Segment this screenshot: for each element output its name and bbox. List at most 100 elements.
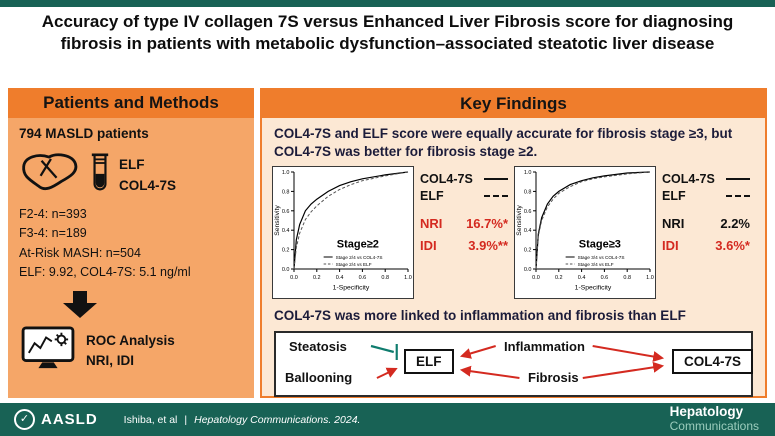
svg-text:0.8: 0.8 [524, 189, 532, 195]
roc-charts-row: 0.0 0.2 0.4 0.6 0.8 1.0 0.0 0.2 0.4 0.6 0.8 1.0 1-Sp… [272, 166, 755, 300]
citation-separator: | [184, 413, 188, 426]
svg-text:Stage 2/4 vs COL4-7S: Stage 2/4 vs COL4-7S [336, 255, 383, 260]
svg-text:0.4: 0.4 [524, 228, 532, 234]
svg-text:Stage 3/4 vs ELF: Stage 3/4 vs ELF [578, 262, 614, 267]
patients-methods-header: Patients and Methods [8, 88, 254, 118]
legend-label-elf: ELF [662, 188, 686, 203]
svg-text:0.6: 0.6 [359, 275, 367, 281]
svg-text:1.0: 1.0 [404, 275, 412, 281]
nri-value: 16.7%* [466, 216, 508, 232]
journal-wordmark: Hepatology Communications [670, 405, 759, 433]
idi-value: 3.6%* [715, 238, 750, 254]
elf-box: ELF [404, 348, 454, 374]
col4-7s-box: COL4-7S [672, 348, 754, 374]
inflammation-elf-arrow [459, 344, 496, 359]
key-findings-panel: Key Findings COL4-7S and ELF score were … [260, 88, 767, 398]
patients-methods-panel: Patients and Methods 794 MASLD patients [8, 88, 254, 398]
key-findings-header: Key Findings [262, 90, 765, 118]
stage2-stats-block: COL4-7S ELF NRI 16.7%* [420, 166, 508, 253]
page-title: Accuracy of type IV collagen 7S versus E… [41, 12, 734, 54]
roc-chart-stage2: 0.0 0.2 0.4 0.6 0.8 1.0 0.0 0.2 0.4 0.6 0.8 1.0 1-Sp… [272, 166, 414, 300]
svg-text:Sensitivity: Sensitivity [516, 205, 523, 236]
steatosis-label: Steatosis [289, 338, 347, 354]
journal-name-line1: Hepatology [669, 404, 744, 420]
svg-text:0.0: 0.0 [290, 275, 298, 281]
inflammation-label: Inflammation [504, 338, 585, 354]
nri-label: NRI [662, 216, 685, 232]
legend-elf: ELF [420, 187, 508, 204]
nri-row: NRI 2.2% [662, 216, 750, 231]
serum-test-labels: ELF COL4-7S [119, 155, 176, 197]
idi-label: IDI [662, 238, 679, 254]
citation-journal: Hepatology Communications. 2024. [194, 413, 361, 426]
svg-text:0.2: 0.2 [313, 275, 321, 281]
cohort-stats: F2-4: n=393 F3-4: n=189 At-Risk MASH: n=… [19, 205, 243, 283]
idi-label: IDI [420, 238, 437, 254]
svg-text:0.8: 0.8 [381, 275, 389, 281]
nri-idi-label: NRI, IDI [86, 353, 135, 368]
finding-accuracy-text: COL4-7S and ELF score were equally accur… [274, 126, 733, 159]
patients-count: 794 MASLD patients [19, 126, 149, 141]
analysis-labels: ROC Analysis NRI, IDI [86, 331, 175, 372]
svg-text:1.0: 1.0 [282, 170, 290, 176]
svg-text:0.4: 0.4 [336, 275, 344, 281]
stat-median-values: ELF: 9.92, COL4-7S: 5.1 ng/ml [19, 265, 191, 280]
svg-text:0.2: 0.2 [524, 248, 532, 254]
nri-label: NRI [420, 216, 443, 232]
nri-value: 2.2% [720, 216, 750, 232]
svg-text:0.8: 0.8 [282, 189, 290, 195]
nri-row: NRI 16.7%* [420, 216, 508, 231]
liver-icon [19, 150, 81, 201]
idi-row: IDI 3.9%** [420, 238, 508, 253]
svg-text:0.6: 0.6 [282, 209, 290, 215]
down-arrow-icon [63, 290, 97, 318]
roc-chart-stage3: 0.0 0.2 0.4 0.6 0.8 1.0 0.0 0.2 0.4 0.6 0.8 1.0 1-Sp… [514, 166, 656, 300]
idi-value: 3.9%** [468, 238, 508, 254]
svg-text:0.2: 0.2 [282, 248, 290, 254]
svg-text:Stage≥3: Stage≥3 [579, 239, 621, 251]
top-accent-bar [0, 0, 775, 7]
stage3-stat-rows: NRI 2.2% IDI 3.6%* [662, 216, 750, 253]
fibrosis-col-arrow [582, 361, 665, 379]
solid-line-sample [484, 177, 508, 180]
svg-text:0.4: 0.4 [282, 228, 290, 234]
svg-text:Stage 2/4 vs ELF: Stage 2/4 vs ELF [336, 262, 372, 267]
svg-text:1-Specificity: 1-Specificity [575, 285, 612, 292]
ballooning-elf-arrow [376, 367, 398, 379]
svg-text:0.8: 0.8 [623, 275, 631, 281]
legend-elf: ELF [662, 187, 750, 204]
legend-label-col: COL4-7S [420, 171, 473, 186]
svg-text:Stage 3/4 vs COL4-7S: Stage 3/4 vs COL4-7S [578, 255, 625, 260]
citation: Ishiba, et al | Hepatology Communications.… [124, 414, 361, 426]
analysis-row: ROC Analysis NRI, IDI [19, 325, 243, 377]
svg-text:0.4: 0.4 [578, 275, 586, 281]
col4-7s-label: COL4-7S [119, 177, 177, 193]
idi-row: IDI 3.6%* [662, 238, 750, 253]
dashed-line-sample [726, 194, 750, 197]
svg-text:0.6: 0.6 [601, 275, 609, 281]
citation-authors: Ishiba, et al [123, 413, 178, 426]
aasld-logo: ✓ AASLD [14, 409, 98, 430]
patients-methods-body: 794 MASLD patients [8, 118, 254, 398]
legend-col4-7s: COL4-7S [662, 170, 750, 187]
solid-line-sample [726, 177, 750, 180]
journal-footer-bar: ✓ AASLD Ishiba, et al | Hepatology Communi… [0, 403, 775, 436]
inflammation-col-arrow [592, 344, 665, 362]
dashed-line-sample [484, 194, 508, 197]
roc-analysis-label: ROC Analysis [86, 332, 175, 348]
computer-analysis-icon [19, 325, 77, 377]
mechanism-diagram: Steatosis Ballooning ELF Inflammation Fi… [274, 330, 754, 397]
svg-text:0.6: 0.6 [524, 209, 532, 215]
legend-label-elf: ELF [420, 188, 444, 203]
aasld-logo-icon: ✓ [14, 409, 35, 430]
steatosis-inhibit-arrow [370, 344, 395, 353]
fibrosis-label: Fibrosis [528, 369, 579, 385]
legend-col4-7s: COL4-7S [420, 170, 508, 187]
stat-f2-4: F2-4: n=393 [19, 207, 87, 221]
key-findings-body: COL4-7S and ELF score were equally accur… [262, 118, 765, 404]
fibrosis-elf-arrow [459, 365, 520, 379]
test-tube-icon [90, 150, 110, 201]
stat-f3-4: F3-4: n=189 [19, 226, 87, 241]
finding-mechanism-text: COL4-7S was more linked to inflammation … [274, 308, 686, 324]
